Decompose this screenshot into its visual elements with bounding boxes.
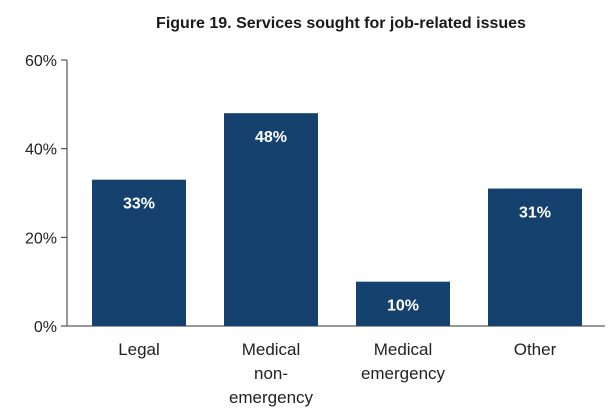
x-tick-label: Medical non-emergency bbox=[229, 340, 314, 407]
bar-value-label: 48% bbox=[255, 129, 287, 146]
chart-bars: 33% 48% 10% 31% bbox=[92, 113, 582, 326]
bar-value-label: 33% bbox=[123, 196, 155, 213]
bar-value-label: 31% bbox=[519, 205, 551, 222]
bar bbox=[488, 188, 582, 326]
y-tick-label: 60% bbox=[25, 53, 57, 70]
bar bbox=[92, 179, 186, 326]
x-tick-label: Legal bbox=[118, 340, 160, 359]
y-tick-label: 40% bbox=[25, 142, 57, 159]
x-axis-ticks: Legal Medical non-emergency Medical emergenc… bbox=[118, 340, 556, 407]
x-tick-label: Medical emergency bbox=[361, 340, 446, 383]
x-tick-label: Other bbox=[514, 340, 557, 359]
chart-title: Figure 19. Services sought for job-relat… bbox=[156, 15, 526, 32]
bar-value-label: 10% bbox=[387, 298, 419, 315]
bar bbox=[224, 113, 318, 326]
bar bbox=[356, 281, 450, 326]
y-tick-label: 0% bbox=[34, 319, 57, 336]
y-tick-label: 20% bbox=[25, 230, 57, 247]
